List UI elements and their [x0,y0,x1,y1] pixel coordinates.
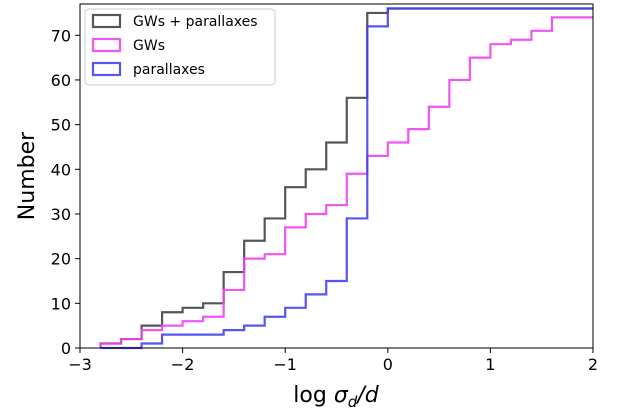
legend-entry-label: GWs [133,38,165,54]
legend: GWs + parallaxes GWs parallaxes [84,8,276,86]
x-tick-label: 2 [588,355,598,374]
y-tick-label: 0 [61,339,71,358]
y-tick-label: 50 [51,116,71,135]
y-axis-label: Number [15,131,40,220]
legend-swatch [91,37,122,53]
plot-area-frame [79,3,594,349]
series-line-2 [100,7,593,350]
legend-entry-label: GWs + parallaxes [133,14,258,30]
x-tick-label: −1 [273,355,297,374]
x-tick-label: 0 [383,355,393,374]
y-tick-label: 30 [51,205,71,224]
y-tick-label: 40 [51,160,71,179]
x-axis-label: log σd/d [293,383,379,410]
legend-entry-label: parallaxes [133,62,205,78]
series-layer [99,7,593,350]
legend-swatch [91,61,122,77]
y-tick-label: 60 [51,71,71,90]
y-tick-label: 70 [51,26,71,45]
legend-frame [84,8,276,86]
y-tick-label: 20 [51,250,71,269]
series-line-1 [99,16,593,348]
x-tick-label: −3 [68,355,92,374]
x-tick-label: −2 [171,355,195,374]
x-tick-label: 1 [485,355,495,374]
y-tick-label: 10 [51,294,71,313]
legend-swatch [91,13,122,29]
